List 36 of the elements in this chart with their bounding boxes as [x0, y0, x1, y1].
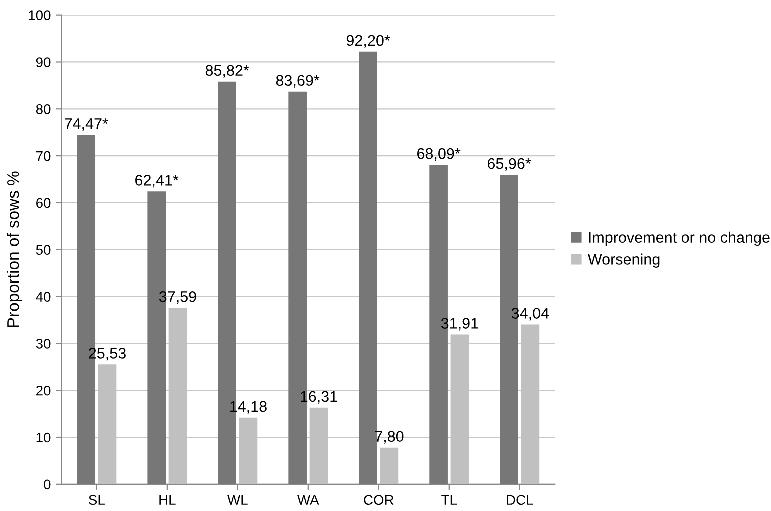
y-axis-title: Proportion of sows % [7, 172, 23, 328]
y-tick-label: 80 [36, 104, 51, 114]
y-tick-label: 10 [36, 432, 51, 443]
x-tick-label: HL [160, 495, 176, 505]
data-label: 16,31 [301, 391, 338, 404]
y-tick-label: 50 [36, 245, 51, 256]
y-tick-label: 20 [36, 386, 51, 396]
data-label: 37,59 [159, 291, 196, 304]
data-label: 31,91 [441, 318, 478, 331]
data-label: 85,82* [206, 65, 250, 78]
data-label: 25,53 [89, 348, 126, 361]
y-tick-label: 90 [36, 58, 51, 68]
x-tick-label: SL [89, 495, 105, 506]
x-tick-label: WA [298, 495, 320, 505]
data-label: 7,80 [375, 431, 404, 444]
data-label: 74,47* [65, 118, 108, 132]
legend-label: Improvement or no change [589, 232, 770, 246]
data-label: 14,18 [230, 401, 267, 414]
x-tick-label: WL [228, 495, 248, 505]
y-tick-label: 30 [36, 339, 51, 349]
data-label: 62,41* [136, 175, 179, 188]
x-tick-label: TL [442, 495, 458, 505]
legend-label: Worsening [588, 254, 660, 268]
data-label: 92,20* [346, 35, 390, 48]
y-tick-label: 70 [36, 151, 51, 162]
x-tick-label: COR [364, 495, 394, 506]
x-tick-label: DCL [507, 495, 534, 506]
y-tick-label: 0 [44, 480, 51, 490]
y-tick-label: 100 [29, 10, 51, 20]
data-label: 34,04 [512, 308, 550, 321]
y-tick-label: 40 [36, 292, 51, 302]
bar [380, 448, 399, 484]
y-tick-label: 60 [36, 198, 51, 208]
data-label: 68,09* [418, 148, 461, 162]
data-label: 83,69* [276, 75, 320, 88]
data-label: 65,96* [488, 158, 532, 172]
